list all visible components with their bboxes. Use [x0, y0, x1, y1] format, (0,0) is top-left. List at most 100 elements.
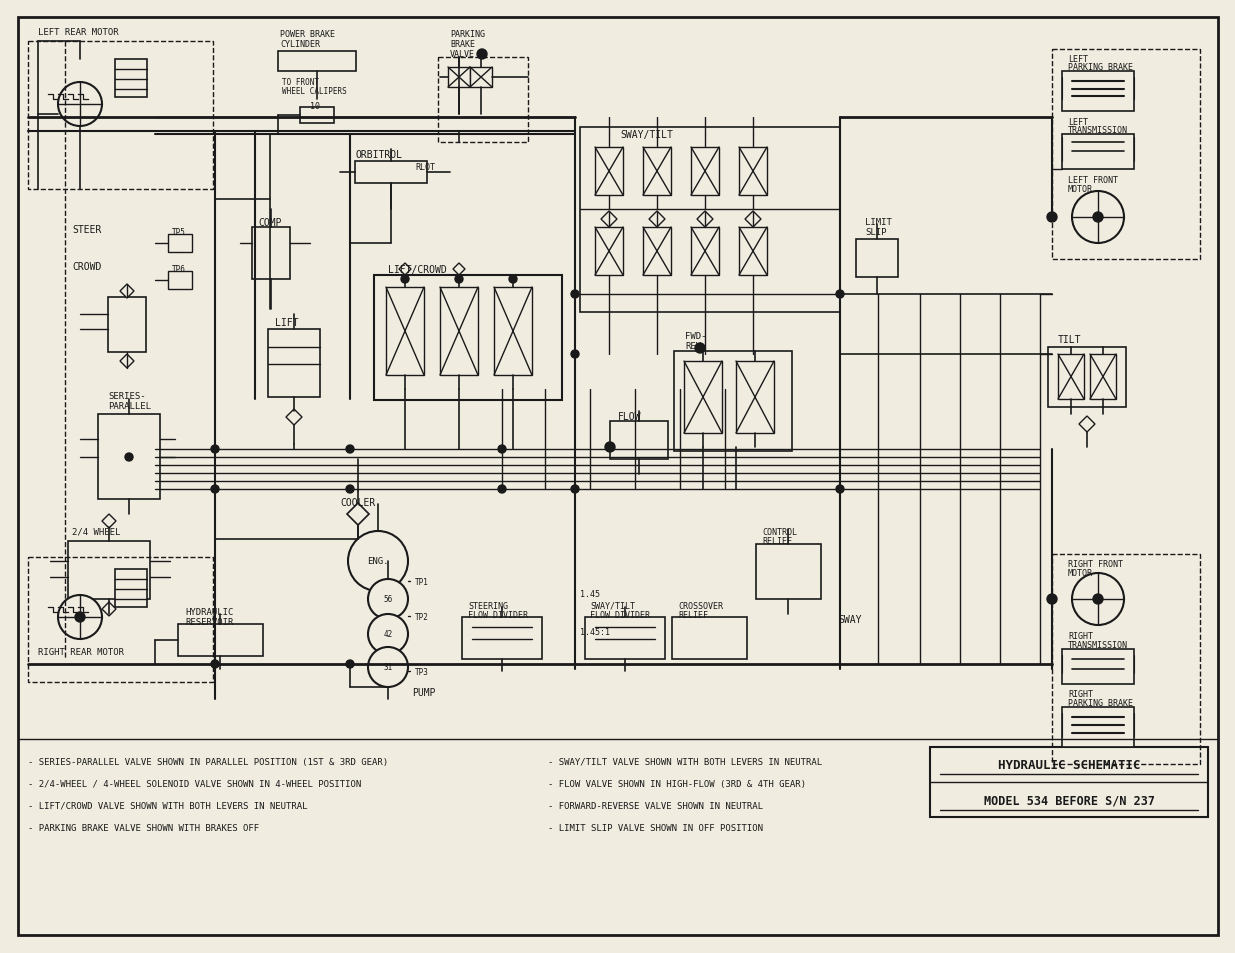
Text: - SERIES-PARALLEL VALVE SHOWN IN PARALLEL POSITION (1ST & 3RD GEAR): - SERIES-PARALLEL VALVE SHOWN IN PARALLE… [28, 758, 388, 766]
Bar [692, 228, 719, 275]
Text: TP2: TP2 [415, 613, 429, 621]
Text: - LIFT/CROWD VALVE SHOWN WITH BOTH LEVERS IN NEUTRAL: - LIFT/CROWD VALVE SHOWN WITH BOTH LEVER… [28, 801, 308, 810]
Bar [595, 228, 622, 275]
Circle shape [1047, 595, 1057, 604]
Text: TILT: TILT [1058, 335, 1082, 345]
Bar [692, 148, 719, 195]
Bar [300, 108, 333, 124]
Bar [178, 624, 263, 657]
Circle shape [368, 647, 408, 687]
Bar [674, 352, 792, 452]
Polygon shape [120, 355, 135, 369]
Bar [585, 618, 664, 659]
Bar [930, 747, 1208, 817]
Bar [643, 228, 671, 275]
Text: COMP: COMP [258, 218, 282, 228]
Circle shape [368, 579, 408, 619]
Text: RLOT: RLOT [415, 163, 435, 172]
Polygon shape [287, 410, 303, 426]
Text: COOLER: COOLER [340, 497, 375, 507]
Text: 56: 56 [383, 595, 393, 604]
Bar [494, 288, 532, 375]
Polygon shape [453, 264, 466, 275]
Bar [736, 361, 774, 434]
Circle shape [571, 351, 579, 358]
Text: CROWD: CROWD [72, 262, 101, 272]
Text: 10: 10 [310, 102, 320, 111]
Text: LIFT/CROWD: LIFT/CROWD [388, 265, 447, 274]
Text: TP3: TP3 [415, 667, 429, 677]
Bar [610, 421, 668, 459]
Text: MOTOR: MOTOR [1068, 185, 1093, 193]
Polygon shape [103, 602, 116, 617]
Text: HYDRAULIC: HYDRAULIC [185, 607, 233, 617]
Text: TP5: TP5 [172, 228, 186, 236]
Circle shape [695, 344, 705, 354]
Bar [684, 361, 722, 434]
Circle shape [368, 615, 408, 655]
Bar [1062, 707, 1134, 747]
Bar [1062, 71, 1134, 112]
Text: - PARKING BRAKE VALVE SHOWN WITH BRAKES OFF: - PARKING BRAKE VALVE SHOWN WITH BRAKES … [28, 823, 259, 832]
Bar [1049, 348, 1126, 408]
Circle shape [571, 485, 579, 494]
Text: SERIES-: SERIES- [107, 392, 146, 400]
Text: CYLINDER: CYLINDER [280, 40, 320, 49]
Circle shape [509, 275, 517, 284]
Text: FWD-: FWD- [685, 332, 706, 340]
Bar [68, 541, 149, 599]
Text: - 2/4-WHEEL / 4-WHEEL SOLENOID VALVE SHOWN IN 4-WHEEL POSITION: - 2/4-WHEEL / 4-WHEEL SOLENOID VALVE SHO… [28, 780, 362, 788]
Text: - LIMIT SLIP VALVE SHOWN IN OFF POSITION: - LIMIT SLIP VALVE SHOWN IN OFF POSITION [548, 823, 763, 832]
Polygon shape [120, 285, 135, 298]
Text: ORBITROL: ORBITROL [354, 150, 403, 160]
Circle shape [477, 50, 487, 60]
Text: PARKING: PARKING [450, 30, 485, 39]
Text: - FLOW VALVE SHOWN IN HIGH-FLOW (3RD & 4TH GEAR): - FLOW VALVE SHOWN IN HIGH-FLOW (3RD & 4… [548, 780, 806, 788]
Bar [739, 228, 767, 275]
Text: PUMP: PUMP [412, 687, 436, 698]
Circle shape [605, 442, 615, 453]
Bar [756, 544, 821, 599]
Circle shape [346, 446, 354, 454]
Bar [580, 128, 840, 313]
Text: RIGHT FRONT: RIGHT FRONT [1068, 559, 1123, 568]
Text: RIGHT: RIGHT [1068, 689, 1093, 699]
Text: 31: 31 [383, 662, 393, 672]
Text: TP1: TP1 [415, 578, 429, 586]
Text: RIGHT REAR MOTOR: RIGHT REAR MOTOR [38, 647, 124, 657]
Bar [438, 58, 529, 143]
Circle shape [1093, 213, 1103, 223]
Text: - FORWARD-REVERSE VALVE SHOWN IN NEUTRAL: - FORWARD-REVERSE VALVE SHOWN IN NEUTRAL [548, 801, 763, 810]
Bar [168, 272, 191, 290]
Bar [107, 297, 146, 353]
Text: MOTOR: MOTOR [1068, 568, 1093, 578]
Text: TRANSMISSION: TRANSMISSION [1068, 640, 1128, 649]
Circle shape [211, 446, 219, 454]
Circle shape [498, 485, 506, 494]
Circle shape [75, 613, 85, 622]
Text: BRAKE: BRAKE [450, 40, 475, 49]
Text: WHEEL CALIPERS: WHEEL CALIPERS [282, 87, 347, 96]
Text: FLOW DIVIDER: FLOW DIVIDER [590, 610, 650, 619]
Bar [1052, 50, 1200, 260]
Bar [672, 618, 747, 659]
Text: 42: 42 [383, 630, 393, 639]
Bar [278, 52, 356, 71]
Circle shape [211, 485, 219, 494]
Text: RELIEF: RELIEF [678, 610, 708, 619]
Circle shape [454, 275, 463, 284]
Bar [98, 415, 161, 499]
Text: LEFT: LEFT [1068, 118, 1088, 127]
Circle shape [1047, 213, 1057, 223]
Circle shape [836, 485, 844, 494]
Circle shape [836, 291, 844, 298]
Polygon shape [399, 264, 411, 275]
Text: - SWAY/TILT VALVE SHOWN WITH BOTH LEVERS IN NEUTRAL: - SWAY/TILT VALVE SHOWN WITH BOTH LEVERS… [548, 758, 823, 766]
Bar [252, 228, 290, 280]
Text: SWAY/TILT: SWAY/TILT [590, 601, 635, 610]
Text: RIGHT: RIGHT [1068, 631, 1093, 640]
Bar [354, 162, 427, 184]
Bar [643, 148, 671, 195]
Text: LEFT FRONT: LEFT FRONT [1068, 175, 1118, 185]
Text: CONTROL: CONTROL [762, 527, 797, 537]
